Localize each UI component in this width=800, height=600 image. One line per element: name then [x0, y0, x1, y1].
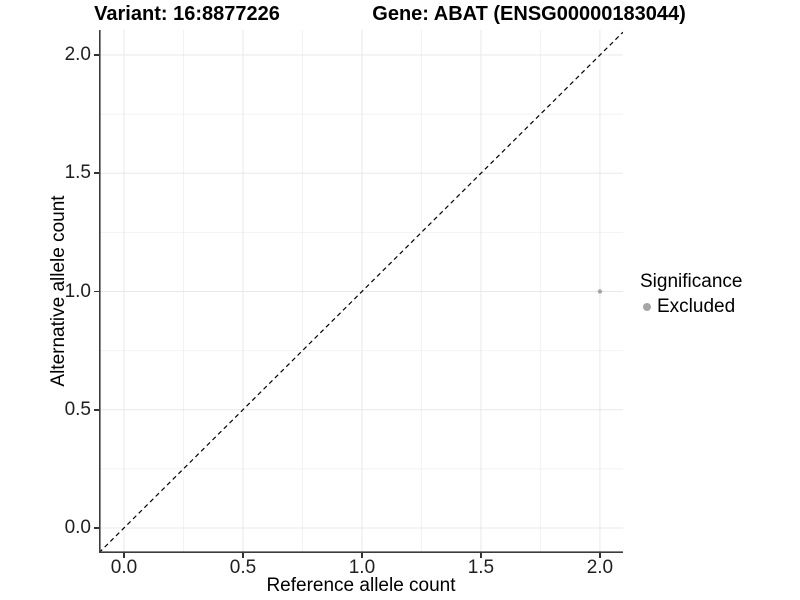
x-tick-label: 1.5 [467, 557, 495, 578]
legend-title: Significance [640, 271, 743, 292]
data-point-excluded [597, 289, 603, 294]
x-tick-mark [361, 553, 363, 558]
x-tick-mark [480, 553, 482, 558]
y-axis-title: Alternative allele count [48, 195, 69, 387]
x-tick-label: 0.0 [110, 557, 138, 578]
excluded-point-marker-icon [643, 303, 651, 311]
x-tick-label: 0.5 [229, 557, 257, 578]
y-tick-mark [94, 54, 99, 56]
x-tick-label: 2.0 [586, 557, 614, 578]
x-tick-label: 1.0 [348, 557, 376, 578]
y-tick-label: 1.0 [64, 280, 91, 302]
legend-item-label: Excluded [657, 296, 736, 317]
plot-canvas [98, 30, 624, 554]
x-tick-mark [599, 553, 601, 558]
y-tick-label: 0.0 [64, 516, 91, 538]
plot-title-gene: Gene: ABAT (ENSG00000183044) [372, 3, 686, 25]
x-tick-mark [123, 553, 125, 558]
y-tick-label: 2.0 [64, 44, 91, 66]
y-tick-mark [94, 290, 99, 293]
y-tick-label: 0.5 [64, 398, 91, 420]
y-tick-mark [94, 527, 99, 529]
plot-title-variant: Variant: 16:8877226 [94, 3, 280, 25]
legend: Significance Excluded [640, 271, 742, 318]
y-axis: 0.0 0.5 1.0 1.5 2.0 [0, 30, 99, 553]
plot-panel [98, 30, 624, 554]
x-axis: 0.0 0.5 1.0 1.5 2.0 [99, 553, 623, 595]
identity-dashed-line [98, 31, 624, 554]
x-tick-mark [242, 553, 244, 558]
y-tick-label: 1.5 [64, 162, 91, 184]
x-axis-title: Reference allele count [266, 575, 456, 596]
y-tick-mark [94, 172, 99, 175]
legend-item-excluded: Excluded [640, 296, 742, 318]
y-tick-mark [94, 408, 99, 411]
